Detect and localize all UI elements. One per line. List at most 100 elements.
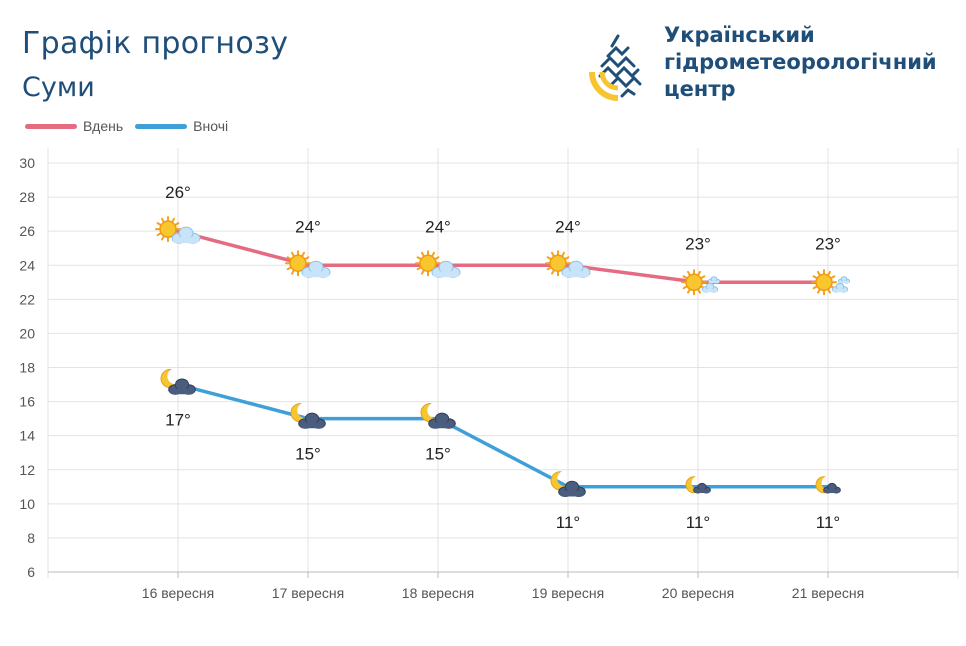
chart-legend: Вдень Вночі <box>25 118 240 134</box>
sun-disc <box>289 254 307 272</box>
day-temp-label: 26° <box>165 183 191 202</box>
sun-cloud-icon <box>285 250 331 278</box>
day-series-line <box>176 229 830 285</box>
sun-ray <box>434 256 440 260</box>
x-tick-label: 17 вересня <box>272 585 344 601</box>
sun-ray <box>421 270 425 275</box>
sun-ray <box>161 235 165 241</box>
sun-ray <box>817 289 821 294</box>
sun-ray <box>304 256 310 260</box>
cloud-shape <box>831 282 849 293</box>
y-tick-label: 16 <box>19 394 35 410</box>
legend-item-night[interactable]: Вночі <box>135 118 228 134</box>
sun-ray <box>700 275 706 279</box>
sun-ray <box>817 270 821 276</box>
day-temp-label: 24° <box>425 217 451 236</box>
sun-ray <box>301 251 305 257</box>
x-tick-label: 19 вересня <box>532 585 604 601</box>
y-tick-label: 22 <box>19 291 35 307</box>
legend-label-day: Вдень <box>83 118 124 134</box>
moon-cloud-icon <box>290 403 326 429</box>
x-tick-label: 18 вересня <box>402 585 474 601</box>
sun-cloud-icon <box>415 250 461 278</box>
sun-disc <box>685 273 703 292</box>
organization-name: Український гідрометеорологічний центр <box>664 22 937 103</box>
y-tick-label: 20 <box>19 325 35 341</box>
moon-cloud-icon <box>550 471 586 497</box>
cloud-base <box>838 280 850 284</box>
day-temp-label: 23° <box>685 234 711 253</box>
sun-ray <box>156 222 162 226</box>
moon-cloud-icon <box>420 403 456 429</box>
cloud-shape <box>298 412 326 429</box>
cloud-shape <box>171 226 201 244</box>
sun-ray <box>561 251 565 257</box>
chart-weather-icons <box>155 216 851 497</box>
sun-ray <box>564 256 570 260</box>
cloud-base <box>702 288 718 293</box>
cloud-base <box>708 280 720 284</box>
sun-ray <box>697 289 701 294</box>
sun-ray <box>551 251 555 257</box>
sun-ray <box>174 222 180 226</box>
organization-logo-block: Український гідрометеорологічний центр <box>588 22 937 104</box>
sun-ray <box>156 232 162 237</box>
city-name: Суми <box>22 72 95 103</box>
cloud-base <box>429 422 455 429</box>
y-tick-label: 18 <box>19 360 35 376</box>
y-tick-label: 30 <box>19 155 35 171</box>
legend-item-day[interactable]: Вдень <box>25 118 123 134</box>
sun-cloud-icon <box>545 250 591 278</box>
cloud-base <box>303 271 329 278</box>
sun-small-cloud-icon <box>811 269 851 296</box>
legend-swatch-day <box>25 123 77 129</box>
night-temp-label: 17° <box>165 411 191 430</box>
org-name-line-3: центр <box>664 77 736 101</box>
sun-ray <box>682 275 688 279</box>
y-tick-label: 12 <box>19 462 35 478</box>
cloud-shape <box>561 260 591 278</box>
sun-ray <box>421 251 425 257</box>
night-temp-label: 15° <box>295 445 321 464</box>
sun-ray <box>286 256 292 260</box>
y-tick-label: 28 <box>19 189 35 205</box>
cloud-shape <box>701 282 719 293</box>
sun-ray <box>286 266 292 271</box>
cloud-base <box>559 490 585 497</box>
night-temp-label: 11° <box>816 513 840 532</box>
sun-ray <box>682 285 688 290</box>
cloud-base <box>169 388 195 395</box>
sun-ray <box>551 270 555 275</box>
night-temp-label: 11° <box>686 513 710 532</box>
chart-axes: 6 8 10 12 14 16 18 20 22 24 26 28 30 16 вересня 17 вер… <box>19 155 958 601</box>
cloud-shape <box>837 276 851 284</box>
sun-ray <box>291 270 295 275</box>
cloud-shape <box>707 276 721 284</box>
y-tick-label: 10 <box>19 496 35 512</box>
sun-ray <box>171 217 175 223</box>
legend-label-night: Вночі <box>193 118 229 134</box>
sun-disc <box>419 254 437 272</box>
sun-ray <box>546 266 552 271</box>
chart-grid <box>47 148 959 578</box>
chart-series <box>176 229 830 489</box>
y-tick-label: 8 <box>27 530 35 546</box>
moon-cloud-icon <box>160 369 196 395</box>
sun-ray <box>827 289 831 294</box>
drop-logo-icon <box>589 34 642 101</box>
y-tick-label: 6 <box>27 564 35 580</box>
cloud-shape <box>823 482 841 494</box>
sun-ray <box>416 256 422 260</box>
cloud-base <box>433 271 459 278</box>
cloud-base <box>832 288 848 293</box>
cloud-base <box>824 489 840 493</box>
x-tick-label: 16 вересня <box>142 585 214 601</box>
moon-small-cloud-icon <box>685 476 711 494</box>
org-name-line-1: Український <box>664 23 815 47</box>
sun-cloud-icon <box>155 216 201 244</box>
sun-ray <box>687 289 691 294</box>
sun-ray <box>431 251 435 257</box>
night-temp-label: 15° <box>425 445 451 464</box>
night-series-line <box>176 382 830 489</box>
